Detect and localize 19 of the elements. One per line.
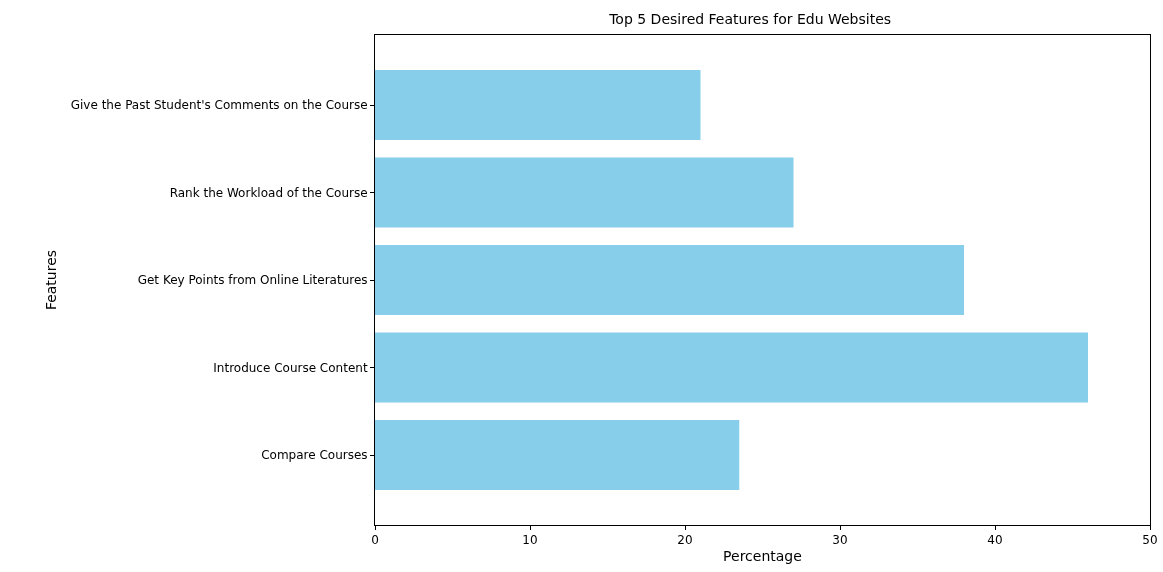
y-tick-label: Introduce Course Content [213, 360, 368, 375]
bar [375, 245, 964, 315]
x-tick-label: 30 [832, 533, 848, 548]
y-tick-label: Give the Past Student's Comments on the Course [70, 98, 368, 113]
bar [375, 157, 794, 228]
x-tick-label: 50 [1142, 533, 1158, 548]
x-axis-title: Percentage [723, 547, 802, 564]
y-tick-label: Get Key Points from Online Literatures [137, 273, 368, 288]
x-tick-label: 0 [371, 533, 379, 548]
bar [375, 420, 740, 490]
y-axis-title: Features [43, 249, 60, 311]
y-tick-label: Rank the Workload of the Course [169, 185, 368, 200]
x-tick-label: 40 [987, 533, 1003, 548]
bar [375, 70, 701, 140]
chart-title: Top 5 Desired Features for Edu Websites [608, 11, 892, 28]
x-tick-label: 10 [522, 533, 538, 548]
x-tick-label: 20 [677, 533, 693, 548]
y-tick-label: Compare Courses [261, 448, 368, 463]
bar [375, 332, 1088, 403]
